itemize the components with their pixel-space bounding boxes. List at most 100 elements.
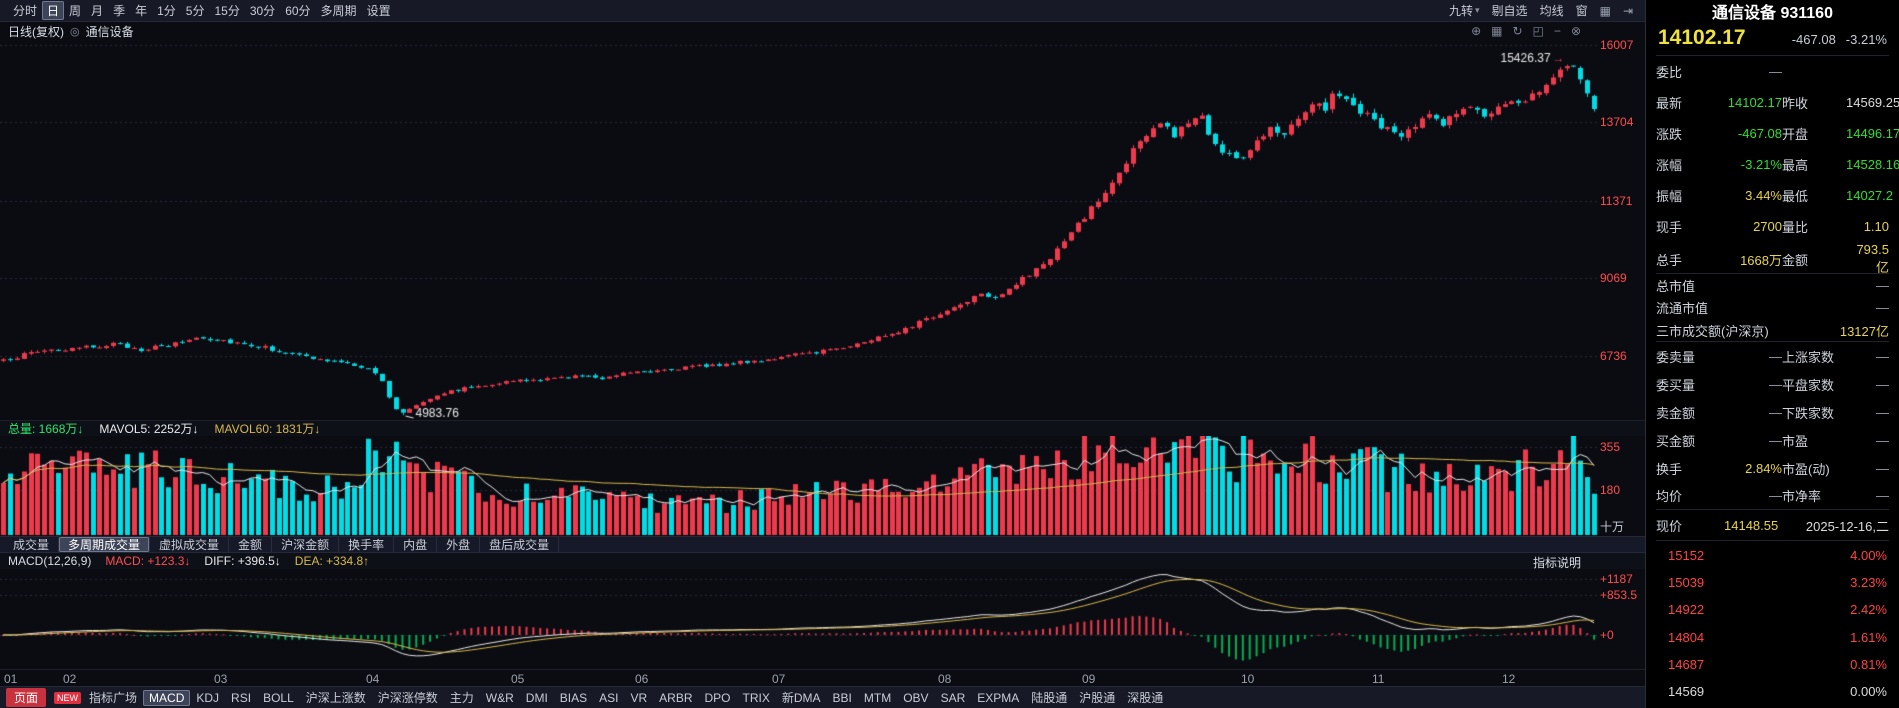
- indicator-tab-BBI[interactable]: BBI: [832, 690, 852, 705]
- indicator-tab-DPO[interactable]: DPO: [704, 690, 731, 705]
- quote-value: -3.21%: [1740, 157, 1782, 172]
- indicator-tab-ARBR[interactable]: ARBR: [659, 690, 693, 705]
- indicator-tab-MTM[interactable]: MTM: [863, 690, 892, 705]
- quote-value: —: [1769, 404, 1782, 420]
- indicator-tab-新DMA[interactable]: 新DMA: [781, 691, 821, 705]
- period-tab-30分[interactable]: 30分: [249, 4, 276, 18]
- quote-value: -467.08: [1737, 126, 1782, 141]
- indicator-tab-指标广场[interactable]: 指标广场: [89, 691, 138, 705]
- volume-chart[interactable]: [0, 436, 1645, 536]
- quote-label: 涨幅: [1656, 158, 1683, 173]
- indicator-tab-沪深上涨数[interactable]: 沪深上涨数: [305, 691, 366, 705]
- jump-next-icon[interactable]: ⇥: [1622, 3, 1633, 18]
- quote-value: —: [1769, 348, 1782, 364]
- period-tab-设置[interactable]: 设置: [366, 4, 391, 18]
- volume-tab-换手率[interactable]: 换手率: [339, 537, 395, 552]
- toolbar-button-九转[interactable]: 九转 ▾: [1449, 4, 1480, 18]
- volume-tab-沪深金额[interactable]: 沪深金额: [272, 537, 340, 552]
- indicator-tabs: 指标广场 MACD KDJ RSI BOLL 沪深上涨数 沪深涨停数 主力 W&R DMI BIAS…: [83, 688, 1169, 707]
- volume-tab-金额[interactable]: 金额: [229, 537, 273, 552]
- quote-label: 流通市值: [1656, 301, 1709, 316]
- volume-tab-外盘[interactable]: 外盘: [437, 537, 481, 552]
- pane-layout-icon[interactable]: ▦: [1491, 24, 1503, 38]
- quote-value: 14496.17: [1846, 126, 1899, 141]
- quote-value: 2.84%: [1745, 460, 1782, 476]
- period-toolbar: 分时日周月季年 1分 5分 15分 30分 60分 多周期 设置 九转 ▾ 剔自选 均线窗 ▦ ⇥: [0, 0, 1645, 22]
- period-tab-1分[interactable]: 1分: [157, 4, 176, 18]
- period-tab-分时[interactable]: 分时: [13, 4, 38, 18]
- quote-label: 开盘: [1782, 127, 1809, 142]
- period-tab-月[interactable]: 月: [91, 4, 104, 18]
- refresh-icon[interactable]: ↻: [1512, 24, 1523, 38]
- quote-label: 量比: [1782, 220, 1809, 235]
- indicator-tab-BIAS[interactable]: BIAS: [559, 690, 588, 705]
- volume-tab-多周期成交量[interactable]: 多周期成交量: [59, 537, 151, 552]
- period-tab-5分[interactable]: 5分: [185, 4, 205, 18]
- axis-label: 9069: [1600, 271, 1627, 286]
- quote-label: 换手: [1656, 461, 1683, 477]
- quote-value: 1.10: [1863, 219, 1889, 234]
- candlestick-chart[interactable]: [0, 40, 1645, 420]
- period-tab-60分[interactable]: 60分: [285, 4, 311, 18]
- quote-row: 三市成交额(沪深京) 13127亿: [1656, 319, 1889, 342]
- indicator-tab-EXPMA[interactable]: EXPMA: [977, 690, 1020, 705]
- indicator-tab-VR[interactable]: VR: [630, 690, 648, 705]
- quote-row: 涨跌 -467.08 开盘 14496.17: [1656, 118, 1899, 149]
- month-label-03: 03: [214, 672, 228, 686]
- toolbar-button-窗[interactable]: 窗: [1575, 4, 1588, 18]
- page-button[interactable]: 页面: [6, 688, 47, 707]
- indicator-tab-沪深涨停数[interactable]: 沪深涨停数: [377, 691, 438, 705]
- volume-tab-成交量[interactable]: 成交量: [4, 537, 60, 552]
- price-change-pct: -3.21%: [1845, 32, 1887, 47]
- indicator-tab-SAR[interactable]: SAR: [940, 690, 966, 705]
- indicator-tab-深股通[interactable]: 深股通: [1127, 691, 1164, 705]
- volume-tab-虚拟成交量[interactable]: 虚拟成交量: [150, 537, 230, 552]
- indicator-tab-W&R[interactable]: W&R: [485, 690, 514, 705]
- period-tab-日[interactable]: 日: [42, 1, 65, 20]
- toolbar-button-均线[interactable]: 均线: [1539, 4, 1564, 18]
- indicator-tab-主力[interactable]: 主力: [449, 691, 474, 705]
- quote-label: 最低: [1782, 189, 1809, 204]
- fullscreen-icon[interactable]: ◰: [1532, 24, 1544, 38]
- dropdown-caret-icon: ▾: [1475, 5, 1480, 15]
- period-tab-周[interactable]: 周: [69, 4, 82, 18]
- month-label-08: 08: [938, 672, 952, 686]
- quote-value: —: [1876, 488, 1889, 503]
- macd-name-label[interactable]: MACD(12,26,9): [8, 554, 92, 568]
- close-icon[interactable]: ⊗: [1570, 24, 1581, 38]
- volume-tab-内盘[interactable]: 内盘: [394, 537, 438, 552]
- indicator-tab-RSI[interactable]: RSI: [231, 690, 252, 705]
- quote-row: 均价 — 市净率 —: [1656, 482, 1889, 510]
- period-tab-多周期[interactable]: 多周期: [320, 4, 357, 18]
- indicator-help-link[interactable]: 指标说明: [1532, 556, 1581, 570]
- minimize-icon[interactable]: −: [1553, 24, 1561, 38]
- quote-value: 793.5亿: [1856, 242, 1889, 275]
- period-tab-年[interactable]: 年: [135, 4, 148, 18]
- volume-tab-盘后成交量[interactable]: 盘后成交量: [480, 537, 560, 552]
- indicator-tab-陆股通[interactable]: 陆股通: [1031, 691, 1068, 705]
- macd-chart[interactable]: [0, 569, 1645, 669]
- grid-layout-icon[interactable]: ▦: [1599, 3, 1611, 18]
- quote-label: 上涨家数: [1782, 349, 1835, 365]
- quote-date: 2025-12-16,二: [1805, 518, 1889, 534]
- indicator-tab-MACD[interactable]: MACD: [143, 689, 191, 706]
- month-label-02: 02: [63, 672, 77, 686]
- quote-panel: 通信设备 931160 14102.17 -467.08 -3.21% 委比 — 最…: [1645, 0, 1899, 708]
- period-tab-季[interactable]: 季: [113, 4, 126, 18]
- toolbar-button-剔自选[interactable]: 剔自选: [1491, 4, 1528, 18]
- indicator-tab-TRIX[interactable]: TRIX: [742, 690, 770, 705]
- indicator-tab-KDJ[interactable]: KDJ: [196, 690, 220, 705]
- volume-header: 总量: 1668万↓ MAVOL5: 2252万↓ MAVOL60: 1831万…: [0, 420, 1645, 436]
- quote-row: 委比 —: [1656, 56, 1889, 87]
- indicator-tab-BOLL[interactable]: BOLL: [263, 690, 294, 705]
- indicator-tab-ASI[interactable]: ASI: [599, 690, 619, 705]
- kline-type-label[interactable]: 日线(复权): [8, 24, 64, 39]
- crosshair-icon[interactable]: ⊕: [1471, 24, 1482, 38]
- quote-row: 流通市值 —: [1656, 296, 1889, 319]
- period-tab-15分[interactable]: 15分: [214, 4, 240, 18]
- indicator-tab-沪股通[interactable]: 沪股通: [1079, 691, 1116, 705]
- indicator-tab-OBV[interactable]: OBV: [903, 690, 929, 705]
- symbol-title: 通信设备 931160: [1712, 5, 1833, 22]
- indicator-tab-DMI[interactable]: DMI: [525, 690, 548, 705]
- quote-label: 总手: [1656, 252, 1683, 268]
